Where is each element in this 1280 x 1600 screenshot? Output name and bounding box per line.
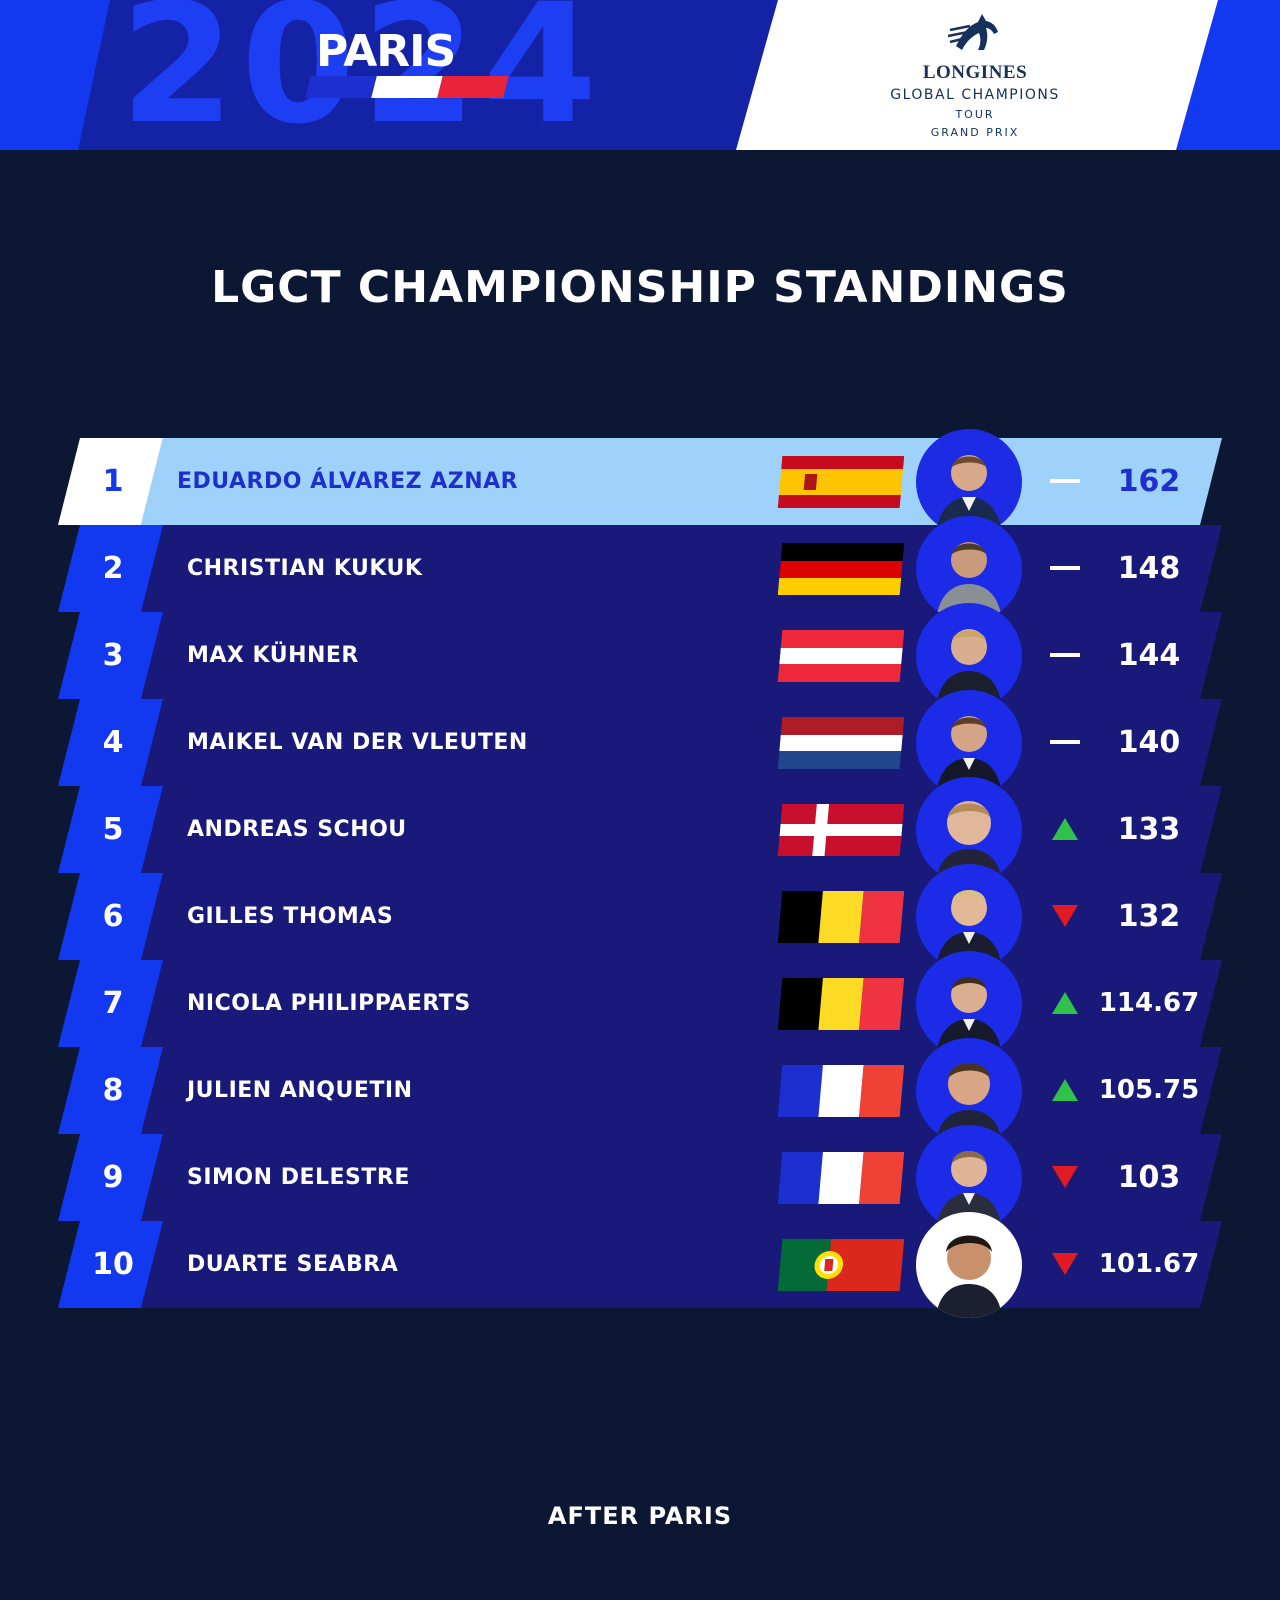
- rank-number: 6: [102, 899, 124, 934]
- rider-name: ANDREAS SCHOU: [187, 817, 407, 842]
- points: 144: [1117, 638, 1181, 673]
- standings-row-2: 2 CHRISTIAN KUKUK 148: [0, 516, 1280, 622]
- row-bar: [141, 1221, 1222, 1308]
- logo-line-global-champions: GLOBAL CHAMPIONS: [890, 87, 1060, 103]
- points: 132: [1117, 899, 1181, 934]
- points: 133: [1117, 812, 1181, 847]
- rank-number: 10: [92, 1247, 134, 1282]
- row-bar: [141, 960, 1222, 1047]
- row-bar: [141, 438, 1222, 525]
- rank-number: 9: [102, 1160, 124, 1195]
- trend-up-icon: [1050, 1077, 1080, 1103]
- points: 148: [1117, 551, 1181, 586]
- row-bar: [141, 612, 1222, 699]
- standings-row-5: 5 ANDREAS SCHOU 133: [0, 777, 1280, 883]
- year-watermark: 2024: [120, 0, 604, 150]
- rank-number: 8: [102, 1073, 124, 1108]
- points: 101.67: [1098, 1249, 1200, 1279]
- rank-number: 7: [102, 986, 124, 1021]
- footer-caption: AFTER PARIS: [547, 1502, 733, 1530]
- rider-avatar: [916, 1212, 1022, 1318]
- standings-table: 1 EDUARDO ÁLVAREZ AZNAR 162 2 CHRISTIAN …: [0, 429, 1280, 1318]
- header-dark-panel: [78, 0, 778, 150]
- rider-name: CHRISTIAN KUKUK: [187, 556, 423, 581]
- standings-row-7: 7 NICOLA PHILIPPAERTS 114.67: [0, 951, 1280, 1057]
- trend-down-icon: [1050, 903, 1080, 929]
- standings-row-4: 4 MAIKEL VAN DER VLEUTEN 140: [0, 690, 1280, 796]
- rank-number: 3: [102, 638, 124, 673]
- standings-row-1: 1 EDUARDO ÁLVAREZ AZNAR 162: [0, 429, 1280, 535]
- standings-row-9: 9 SIMON DELESTRE 103: [0, 1125, 1280, 1231]
- horse-icon: [948, 14, 998, 50]
- logo-line-tour: TOUR: [955, 108, 995, 121]
- denmark-flag: [777, 804, 905, 856]
- points: 140: [1117, 725, 1181, 760]
- page-title: LGCT CHAMPIONSHIP STANDINGS: [211, 262, 1069, 313]
- rider-name: EDUARDO ÁLVAREZ AZNAR: [177, 469, 519, 494]
- points: 103: [1117, 1160, 1181, 1195]
- belgium-flag: [777, 978, 905, 1030]
- row-bar: [141, 1047, 1222, 1134]
- spain-flag: [777, 456, 905, 508]
- trend-up-icon: [1050, 990, 1080, 1016]
- rider-name: JULIEN ANQUETIN: [187, 1078, 413, 1103]
- rank-number: 4: [102, 725, 124, 760]
- rider-name: SIMON DELESTRE: [187, 1165, 410, 1190]
- rank-number: 2: [102, 551, 124, 586]
- standings-row-6: 6 GILLES THOMAS 132: [0, 864, 1280, 970]
- austria-flag: [777, 630, 905, 682]
- row-bar: [141, 525, 1222, 612]
- unchanged-icon: [1050, 555, 1080, 581]
- paris-logo-text: PARIS: [316, 26, 456, 77]
- netherlands-flag: [777, 717, 905, 769]
- rider-name: MAX KÜHNER: [187, 643, 359, 668]
- row-bar: [141, 1134, 1222, 1221]
- points: 114.67: [1098, 988, 1200, 1018]
- trend-up-icon: [1050, 816, 1080, 842]
- standings-row-8: 8 JULIEN ANQUETIN 105.75: [0, 1038, 1280, 1144]
- logo-brand: LONGINES: [922, 62, 1028, 83]
- france-flag: [777, 1065, 905, 1117]
- rider-name: DUARTE SEABRA: [187, 1252, 399, 1277]
- header-banner: 2024 PARIS LONGINES GLOBAL CHAMPIONS TOU…: [0, 0, 1280, 150]
- trend-down-icon: [1050, 1164, 1080, 1190]
- rider-name: MAIKEL VAN DER VLEUTEN: [187, 730, 528, 755]
- rank-number: 1: [102, 464, 124, 499]
- unchanged-icon: [1050, 642, 1080, 668]
- logo-line-grand-prix: GRAND PRIX: [930, 126, 1020, 139]
- unchanged-icon: [1050, 468, 1080, 494]
- row-bar: [141, 699, 1222, 786]
- points: 105.75: [1098, 1075, 1200, 1105]
- belgium-flag: [777, 891, 905, 943]
- row-bar: [141, 873, 1222, 960]
- portugal-flag: [777, 1239, 905, 1291]
- standings-row-10: 10 DUARTE SEABRA 101.67: [0, 1212, 1280, 1318]
- rider-name: GILLES THOMAS: [187, 904, 394, 929]
- paris-logo-tricolor: [305, 76, 509, 98]
- trend-down-icon: [1050, 1251, 1080, 1277]
- standings-row-3: 3 MAX KÜHNER 144: [0, 603, 1280, 709]
- row-bar: [141, 786, 1222, 873]
- unchanged-icon: [1050, 729, 1080, 755]
- germany-flag: [777, 543, 905, 595]
- points: 162: [1117, 464, 1181, 499]
- rank-number: 5: [102, 812, 124, 847]
- rider-name: NICOLA PHILIPPAERTS: [187, 991, 471, 1016]
- france-flag: [777, 1152, 905, 1204]
